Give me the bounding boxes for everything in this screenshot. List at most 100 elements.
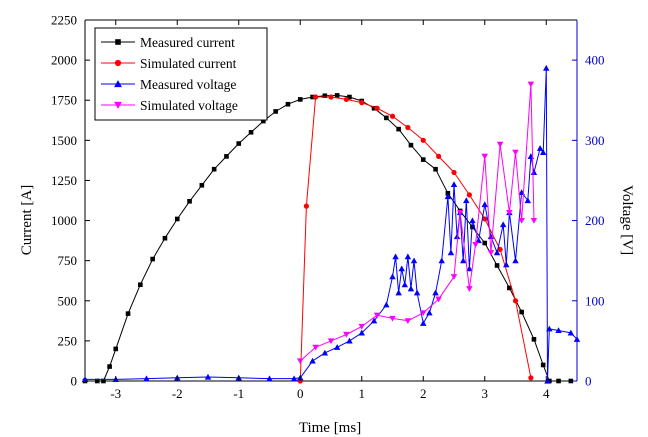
data-point: [540, 362, 546, 368]
data-point: [481, 153, 488, 160]
data-point: [347, 94, 352, 100]
data-point: [530, 169, 538, 175]
data-point: [358, 329, 365, 336]
plot-frame: [84, 19, 578, 382]
data-point: [143, 375, 150, 382]
data-point: [174, 216, 180, 222]
data-point: [481, 201, 488, 208]
data-point: [544, 377, 551, 384]
data-point: [506, 209, 513, 216]
y-left-tick-label: 750: [58, 253, 78, 268]
y-left-tick-label: 2000: [51, 53, 77, 68]
data-point: [328, 94, 334, 100]
data-point: [503, 261, 510, 268]
y-right-tick-label: 200: [585, 213, 605, 228]
data-point: [436, 153, 442, 159]
data-point: [211, 166, 217, 172]
data-point: [482, 216, 488, 222]
ticks-layer: -3 -2 -1 0 1 2 3 402505007501000125015001750200…: [51, 13, 605, 402]
series-line: [85, 67, 578, 382]
data-point: [444, 193, 452, 200]
data-point: [405, 124, 411, 131]
legend-marker: [114, 101, 122, 109]
data-point: [435, 296, 442, 303]
data-point: [450, 274, 458, 280]
data-point: [150, 256, 155, 262]
data-point: [389, 273, 396, 280]
data-point: [460, 257, 467, 264]
data-point: [358, 323, 365, 330]
data-point: [453, 233, 461, 240]
data-point: [95, 378, 100, 384]
legend-marker: [115, 39, 121, 45]
x-axis-title: Time [ms]: [299, 420, 361, 436]
legend-label: Measured voltage: [140, 77, 236, 92]
data-point: [333, 344, 341, 350]
y-left-tick-label: 1000: [51, 213, 77, 228]
y-right-tick-label: 0: [585, 374, 592, 389]
data-point: [389, 315, 396, 322]
legend: Measured current Simulated current Measure…: [94, 27, 268, 121]
data-point: [248, 130, 254, 135]
data-point: [487, 250, 495, 256]
data-point: [420, 320, 427, 326]
data-point: [527, 153, 535, 159]
x-tick-label: 0: [297, 386, 304, 401]
legend-marker: [114, 59, 122, 67]
data-point: [408, 142, 414, 148]
data-point: [536, 145, 544, 151]
data-point: [346, 337, 353, 344]
data-point: [519, 309, 524, 315]
data-point: [524, 197, 532, 204]
data-point: [113, 346, 119, 352]
data-point: [469, 217, 476, 224]
data-point: [482, 240, 488, 246]
series-line: [299, 96, 532, 382]
legend-label: Measured current: [140, 35, 235, 50]
data-point: [370, 317, 378, 324]
data-point: [404, 253, 412, 260]
data-point: [204, 373, 212, 380]
y-left-tick-label: 1250: [51, 173, 77, 188]
data-point: [420, 137, 426, 143]
data-point: [438, 257, 445, 264]
data-point: [432, 289, 439, 296]
y-right-axis-title: Voltage [V]: [619, 185, 635, 255]
x-tick-label: 2: [420, 386, 427, 401]
data-point: [334, 93, 340, 98]
series-line: [85, 94, 571, 382]
y-left-tick-label: 1750: [51, 93, 77, 108]
y-right-tick-label: 300: [585, 133, 605, 148]
data-point: [384, 115, 389, 121]
data-point: [290, 375, 298, 382]
data-point: [396, 126, 401, 132]
data-point: [383, 301, 390, 308]
data-point: [404, 318, 412, 325]
data-point: [450, 181, 458, 188]
data-point: [530, 217, 538, 224]
data-point: [321, 349, 329, 356]
y-right-tick-label: 400: [585, 53, 605, 68]
data-point: [297, 358, 304, 365]
data-point: [420, 310, 427, 317]
x-tick-label: -3: [110, 386, 121, 401]
legend-label: Simulated current: [140, 56, 237, 71]
data-point: [546, 325, 553, 332]
data-point: [496, 141, 504, 148]
data-point: [573, 336, 581, 342]
data-point: [512, 257, 519, 264]
data-point: [407, 285, 415, 292]
data-point: [420, 157, 426, 162]
data-point: [322, 93, 328, 99]
data-point: [310, 94, 315, 100]
data-point: [466, 192, 472, 198]
data-point: [371, 105, 377, 111]
y-left-tick-label: 250: [58, 333, 78, 348]
data-point: [261, 118, 266, 124]
x-tick-label: 3: [482, 386, 489, 401]
data-point: [475, 237, 482, 244]
data-point: [451, 169, 457, 176]
data-point: [512, 149, 519, 156]
data-point: [499, 221, 507, 228]
